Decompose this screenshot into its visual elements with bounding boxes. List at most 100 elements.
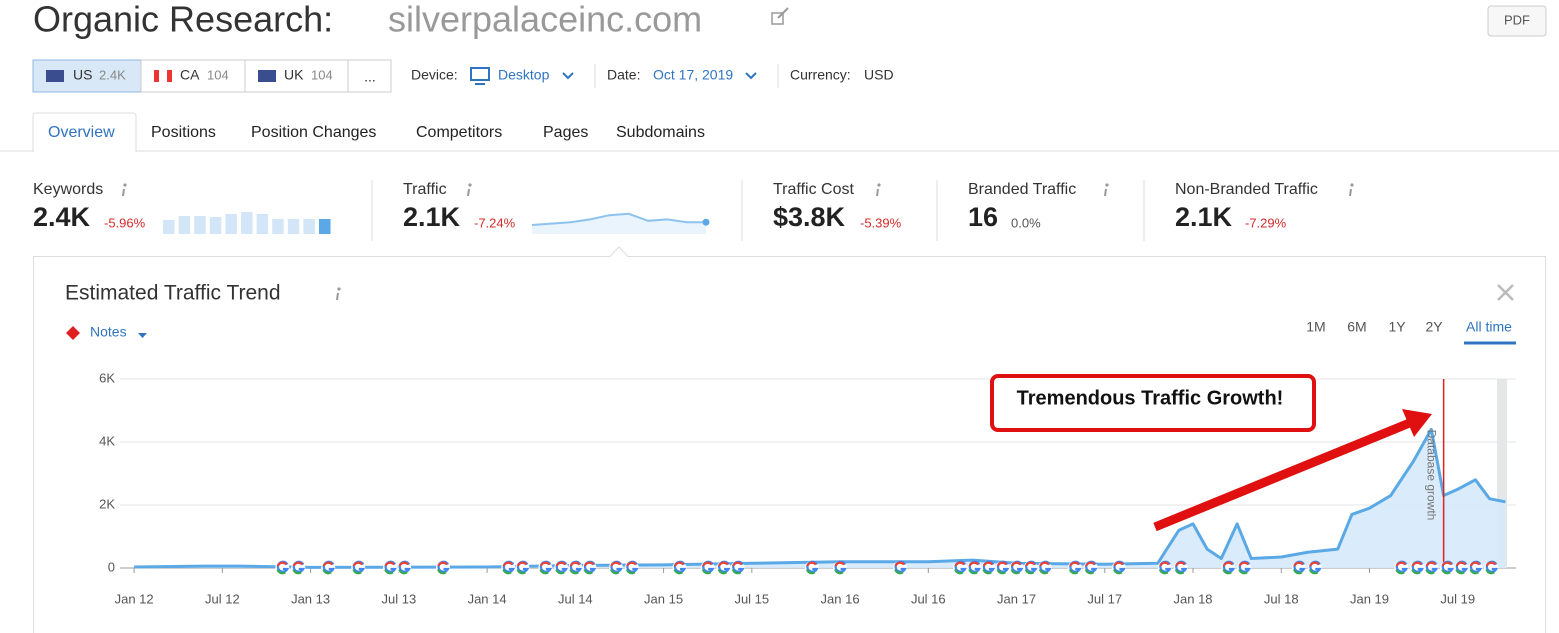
google-icon — [1025, 561, 1036, 567]
sparkline-bar — [256, 214, 269, 234]
info-icon — [1349, 188, 1352, 197]
period-button[interactable]: 6M — [1347, 319, 1366, 335]
x-tick-label: Jan 17 — [997, 591, 1036, 606]
pdf-label: PDF — [1504, 12, 1530, 27]
sparkline-line — [531, 212, 706, 226]
google-icon — [834, 561, 845, 567]
google-icon — [954, 561, 965, 567]
external-link-icon — [777, 7, 789, 19]
database-more: ... — [364, 69, 376, 85]
info-icon — [122, 188, 125, 197]
database-code: US — [73, 67, 92, 83]
x-tick-label: Jan 12 — [115, 591, 154, 606]
x-tick-label: Jul 14 — [558, 591, 593, 606]
nav-tab[interactable]: Competitors — [416, 124, 502, 141]
google-icon — [718, 561, 729, 567]
google-icon — [1113, 569, 1123, 575]
active-tab — [32, 112, 137, 152]
metric-value: 2.4K — [33, 202, 91, 232]
google-icon — [954, 569, 964, 575]
google-icon — [292, 569, 302, 575]
google-icon — [1469, 569, 1480, 575]
google-icon — [1485, 569, 1495, 575]
sparkline-bar — [194, 216, 206, 234]
google-icon — [1441, 561, 1453, 567]
chevron — [745, 72, 757, 80]
sparkline-bar — [287, 219, 300, 234]
x-tick-label: Jan 19 — [1350, 591, 1389, 606]
sparkline-bar — [272, 219, 284, 234]
period-button[interactable]: 1Y — [1388, 319, 1406, 335]
google-icon — [539, 561, 551, 567]
google-icon — [610, 569, 620, 575]
metric-change: -7.24% — [474, 215, 516, 230]
google-icon — [731, 569, 742, 575]
database-growth-label: Database growth — [1424, 430, 1438, 521]
chart-card — [33, 246, 1546, 633]
nav-tab[interactable]: Positions — [151, 124, 216, 141]
external-link-icon — [771, 12, 784, 25]
sparkline-dot — [702, 218, 710, 226]
google-icon — [569, 569, 579, 575]
google-icon — [1069, 561, 1080, 567]
filter-value[interactable]: Desktop — [498, 67, 550, 83]
chevron — [562, 72, 574, 80]
traffic-area — [134, 429, 1506, 568]
nav-tab[interactable]: Overview — [48, 124, 115, 141]
google-icon — [1222, 561, 1234, 567]
flag-icon — [258, 70, 276, 82]
x-tick-label: Jan 16 — [821, 591, 860, 606]
google-icon — [516, 569, 527, 575]
caret — [138, 333, 147, 338]
nav-tab[interactable]: Pages — [543, 124, 588, 141]
sparkline-bar — [163, 220, 175, 234]
flag-icon — [46, 70, 64, 82]
google-icon — [1238, 561, 1250, 567]
database-tab[interactable] — [347, 59, 392, 93]
google-icon — [1175, 561, 1186, 567]
google-icon — [1085, 561, 1096, 567]
period-button[interactable]: 1M — [1306, 319, 1325, 335]
metric-value: $3.8K — [773, 202, 846, 232]
google-icon — [625, 569, 636, 575]
google-icon — [502, 569, 512, 575]
y-tick-label: 6K — [99, 370, 115, 385]
filter-label: Date: — [607, 67, 640, 83]
google-icon — [1425, 569, 1435, 575]
x-tick-label: Jul 13 — [381, 591, 416, 606]
metric-value: 16 — [968, 202, 998, 232]
google-icon — [701, 569, 712, 575]
sparkline-bar — [209, 217, 222, 234]
period-button[interactable]: 2Y — [1425, 319, 1443, 335]
info-icon — [877, 183, 881, 187]
x-tick-label: Jul 18 — [1264, 591, 1299, 606]
google-icon — [398, 561, 409, 567]
google-icon — [1068, 569, 1079, 575]
pdf-button[interactable] — [1487, 5, 1547, 37]
google-icon — [276, 561, 288, 567]
google-icon — [1084, 569, 1095, 575]
close-icon[interactable] — [1497, 284, 1514, 301]
info-icon — [467, 188, 470, 197]
notes-toggle[interactable]: Notes — [90, 324, 127, 340]
google-icon — [1308, 569, 1319, 575]
nav-tab[interactable]: Subdomains — [616, 124, 705, 141]
google-icon — [1038, 569, 1049, 575]
sparkline-area — [532, 213, 706, 234]
info-icon — [336, 292, 339, 301]
x-tick-label: Jul 16 — [911, 591, 946, 606]
chart-title: Estimated Traffic Trend — [65, 282, 281, 305]
google-icon — [1293, 561, 1304, 567]
google-icon — [673, 569, 684, 575]
x-tick-label: Jul 17 — [1087, 591, 1122, 606]
filter-value[interactable]: Oct 17, 2019 — [653, 67, 733, 83]
filter-value: USD — [864, 67, 894, 83]
nav-tab[interactable]: Position Changes — [251, 124, 376, 141]
period-button[interactable]: All time — [1466, 319, 1512, 335]
desktop-icon — [470, 67, 490, 81]
annotation-text: Tremendous Traffic Growth! — [1017, 387, 1284, 409]
google-icon — [516, 561, 528, 567]
google-icon — [1024, 569, 1035, 575]
metric-change: -7.29% — [1245, 215, 1287, 230]
info-icon — [876, 188, 879, 197]
